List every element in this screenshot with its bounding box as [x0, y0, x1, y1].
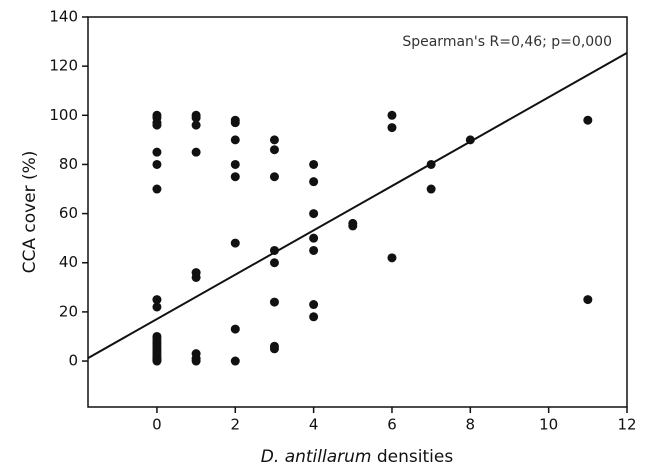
point [309, 300, 319, 310]
plot-frame [87, 16, 628, 408]
x-axis-label-italic: D. antillarum [261, 447, 372, 467]
point [230, 118, 240, 128]
annotation: Spearman's R=0,46; p=0,000 [402, 34, 612, 50]
y-tick-label: 60 [59, 204, 78, 222]
point [583, 115, 593, 125]
x-axis-label-rest: densities [377, 447, 453, 467]
y-axis-label: CCA cover (%) [20, 151, 40, 274]
point [152, 159, 162, 169]
point [387, 123, 397, 133]
point [152, 295, 162, 305]
point [191, 120, 201, 130]
point [309, 159, 319, 169]
point [387, 110, 397, 120]
y-tick-label: 20 [59, 302, 78, 320]
point [269, 245, 279, 255]
y-tick-label: 0 [68, 352, 78, 370]
x-tick-label: 2 [231, 416, 241, 434]
point [269, 258, 279, 268]
point [152, 184, 162, 194]
point [309, 209, 319, 219]
x-tick-label: 0 [152, 416, 162, 434]
point [191, 147, 201, 157]
point [348, 221, 358, 231]
point [269, 135, 279, 145]
point [191, 356, 201, 366]
point [309, 177, 319, 187]
point [309, 312, 319, 322]
point [269, 344, 279, 354]
point [230, 172, 240, 182]
x-tick-label: 12 [617, 416, 636, 434]
x-tick-label: 8 [466, 416, 476, 434]
y-tick-label: 100 [49, 106, 78, 124]
point [230, 159, 240, 169]
point [426, 184, 436, 194]
trend-line [87, 52, 628, 359]
point [230, 356, 240, 366]
point [426, 159, 436, 169]
point [309, 233, 319, 243]
y-tick-label: 140 [49, 8, 78, 26]
x-tick-label: 4 [309, 416, 319, 434]
point [269, 172, 279, 182]
point [152, 356, 162, 366]
y-tick-label: 80 [59, 155, 78, 173]
point [309, 245, 319, 255]
point [269, 145, 279, 155]
point [465, 135, 475, 145]
point [191, 272, 201, 282]
point [191, 113, 201, 123]
point [152, 120, 162, 130]
point [230, 135, 240, 145]
point [387, 253, 397, 263]
point [583, 295, 593, 305]
x-tick-label: 6 [387, 416, 397, 434]
point [152, 302, 162, 312]
point [152, 147, 162, 157]
y-tick-label: 40 [59, 253, 78, 271]
x-tick-label: 10 [539, 416, 558, 434]
y-tick-label: 120 [49, 57, 78, 75]
point [230, 238, 240, 248]
x-axis-label: D. antillarum densities [261, 447, 454, 467]
point [230, 324, 240, 334]
point [269, 297, 279, 307]
